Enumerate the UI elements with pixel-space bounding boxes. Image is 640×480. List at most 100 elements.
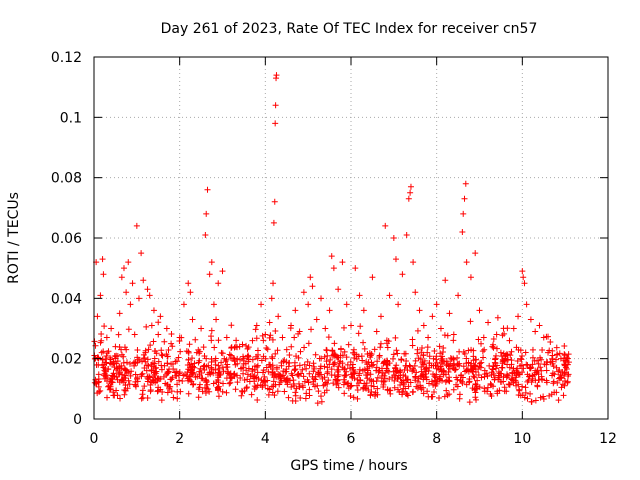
- data-point: [498, 353, 505, 360]
- data-point: [488, 392, 495, 399]
- data-point: [238, 387, 245, 394]
- data-point: [285, 394, 292, 401]
- data-point: [268, 295, 275, 302]
- data-point: [110, 370, 117, 377]
- data-point: [450, 386, 457, 393]
- data-point: [543, 333, 550, 340]
- data-point: [251, 372, 258, 379]
- data-point: [95, 361, 102, 368]
- data-point: [138, 371, 145, 378]
- data-point: [123, 289, 130, 296]
- data-point: [555, 397, 562, 404]
- data-point: [299, 384, 306, 391]
- data-point: [268, 353, 275, 360]
- data-point: [478, 374, 485, 381]
- data-point: [529, 346, 536, 353]
- data-point: [259, 383, 266, 390]
- data-point: [392, 367, 399, 374]
- data-point: [260, 353, 267, 360]
- data-point: [151, 360, 158, 367]
- data-point: [97, 339, 104, 346]
- data-point: [266, 386, 273, 393]
- data-point: [454, 354, 461, 361]
- data-point: [489, 366, 496, 373]
- data-point: [426, 380, 433, 387]
- data-point: [407, 183, 414, 190]
- data-point: [470, 347, 477, 354]
- data-point: [312, 351, 319, 358]
- data-point: [553, 356, 560, 363]
- data-point: [340, 324, 347, 331]
- data-point: [418, 349, 425, 356]
- data-point: [324, 370, 331, 377]
- data-point: [382, 222, 389, 229]
- x-axis-label: GPS time / hours: [290, 458, 407, 474]
- data-point: [243, 384, 250, 391]
- data-point: [114, 358, 121, 365]
- data-point: [452, 366, 459, 373]
- data-point: [494, 314, 501, 321]
- data-point: [469, 366, 476, 373]
- data-point: [192, 336, 199, 343]
- data-point: [481, 346, 488, 353]
- data-point: [494, 390, 501, 397]
- data-point: [254, 369, 261, 376]
- data-point: [375, 369, 382, 376]
- data-point: [475, 366, 482, 373]
- data-point: [223, 356, 230, 363]
- data-point: [139, 370, 146, 377]
- data-point: [390, 351, 397, 358]
- data-point: [302, 395, 309, 402]
- data-point: [446, 310, 453, 317]
- data-point: [377, 344, 384, 351]
- data-point: [407, 379, 414, 386]
- data-point: [455, 292, 462, 299]
- data-point: [550, 380, 557, 387]
- data-point: [317, 365, 324, 372]
- data-point: [228, 344, 235, 351]
- data-point: [499, 332, 506, 339]
- data-point: [132, 371, 139, 378]
- data-point: [440, 345, 447, 352]
- data-point: [520, 365, 527, 372]
- data-point: [300, 373, 307, 380]
- data-point: [254, 382, 261, 389]
- data-point: [450, 331, 457, 338]
- y-tick-label: 0.08: [51, 171, 82, 187]
- data-point: [299, 366, 306, 373]
- data-point: [151, 355, 158, 362]
- data-point: [169, 343, 176, 350]
- data-point: [350, 394, 357, 401]
- data-point: [201, 384, 208, 391]
- data-point: [152, 365, 159, 372]
- data-point: [101, 370, 108, 377]
- data-point: [111, 392, 118, 399]
- data-point: [557, 374, 564, 381]
- data-point: [91, 379, 98, 386]
- data-point: [208, 259, 215, 266]
- data-point: [112, 343, 119, 350]
- data-point: [330, 265, 337, 272]
- data-point: [563, 365, 570, 372]
- data-point: [122, 372, 129, 379]
- data-point: [517, 355, 524, 362]
- data-point: [453, 381, 460, 388]
- data-point: [115, 331, 122, 338]
- data-point: [560, 392, 567, 399]
- data-point: [94, 313, 101, 320]
- data-point: [330, 361, 337, 368]
- data-point: [253, 322, 260, 329]
- data-point: [297, 348, 304, 355]
- data-point: [504, 372, 511, 379]
- data-point: [215, 393, 222, 400]
- data-point: [92, 376, 99, 383]
- data-point: [476, 384, 483, 391]
- data-point: [514, 357, 521, 364]
- data-point: [423, 376, 430, 383]
- data-point: [291, 334, 298, 341]
- data-point: [314, 400, 321, 407]
- data-point: [245, 352, 252, 359]
- data-point: [467, 274, 474, 281]
- data-point: [466, 399, 473, 406]
- data-point: [110, 389, 117, 396]
